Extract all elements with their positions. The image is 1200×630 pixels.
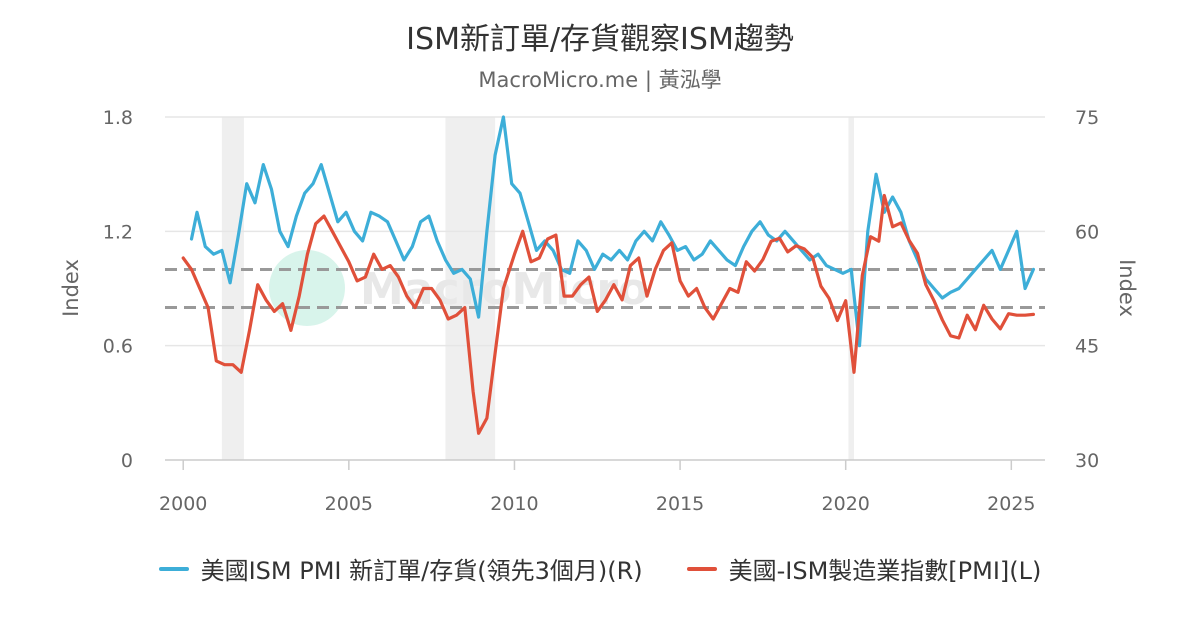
x-tick-label: 2005 [325,493,373,515]
series-line-pmi-inventory [189,115,1036,348]
chart-subtitle: MacroMicro.me | 黃泓學 [478,68,722,92]
x-tick-label: 2025 [987,493,1035,515]
y-right-tick-label: 30 [1075,450,1099,472]
series-line-ism-pmi [181,193,1036,435]
y-left-tick-label: 0 [121,450,133,472]
x-tick-label: 2020 [822,493,870,515]
x-tick-label: 2000 [159,493,207,515]
y-right-axis-title: Index [1115,259,1139,317]
legend-swatch-blue [158,566,189,571]
recession-band-2 [848,117,854,460]
recession-band-0 [221,117,244,460]
recession-band-1 [445,117,496,460]
chart-legend: 美國ISM PMI 新訂單/存貨(領先3個月)(R) 美國-ISM製造業指數[P… [0,551,1200,586]
y-left-tick-label: 1.8 [103,107,133,129]
x-tick-label: 2015 [656,493,704,515]
legend-item-ism-pmi[interactable]: 美國-ISM製造業指數[PMI](L) [686,551,1042,586]
legend-label-pmi-inventory: 美國ISM PMI 新訂單/存貨(領先3個月)(R) [200,557,643,585]
y-right-tick-label: 45 [1075,336,1099,358]
y-left-tick-label: 0.6 [103,336,133,358]
legend-swatch-red [686,566,717,571]
legend-label-ism-pmi: 美國-ISM製造業指數[PMI](L) [728,557,1042,585]
legend-item-pmi-inventory[interactable]: 美國ISM PMI 新訂單/存貨(領先3個月)(R) [158,551,643,586]
x-tick-label: 2010 [490,493,538,515]
y-left-axis-title: Index [59,259,83,317]
y-right-tick-label: 60 [1075,221,1099,243]
y-left-tick-label: 1.2 [103,221,133,243]
y-right-tick-label: 75 [1075,107,1099,129]
chart-title: ISM新訂單/存貨觀察ISM趨勢 [406,22,794,57]
